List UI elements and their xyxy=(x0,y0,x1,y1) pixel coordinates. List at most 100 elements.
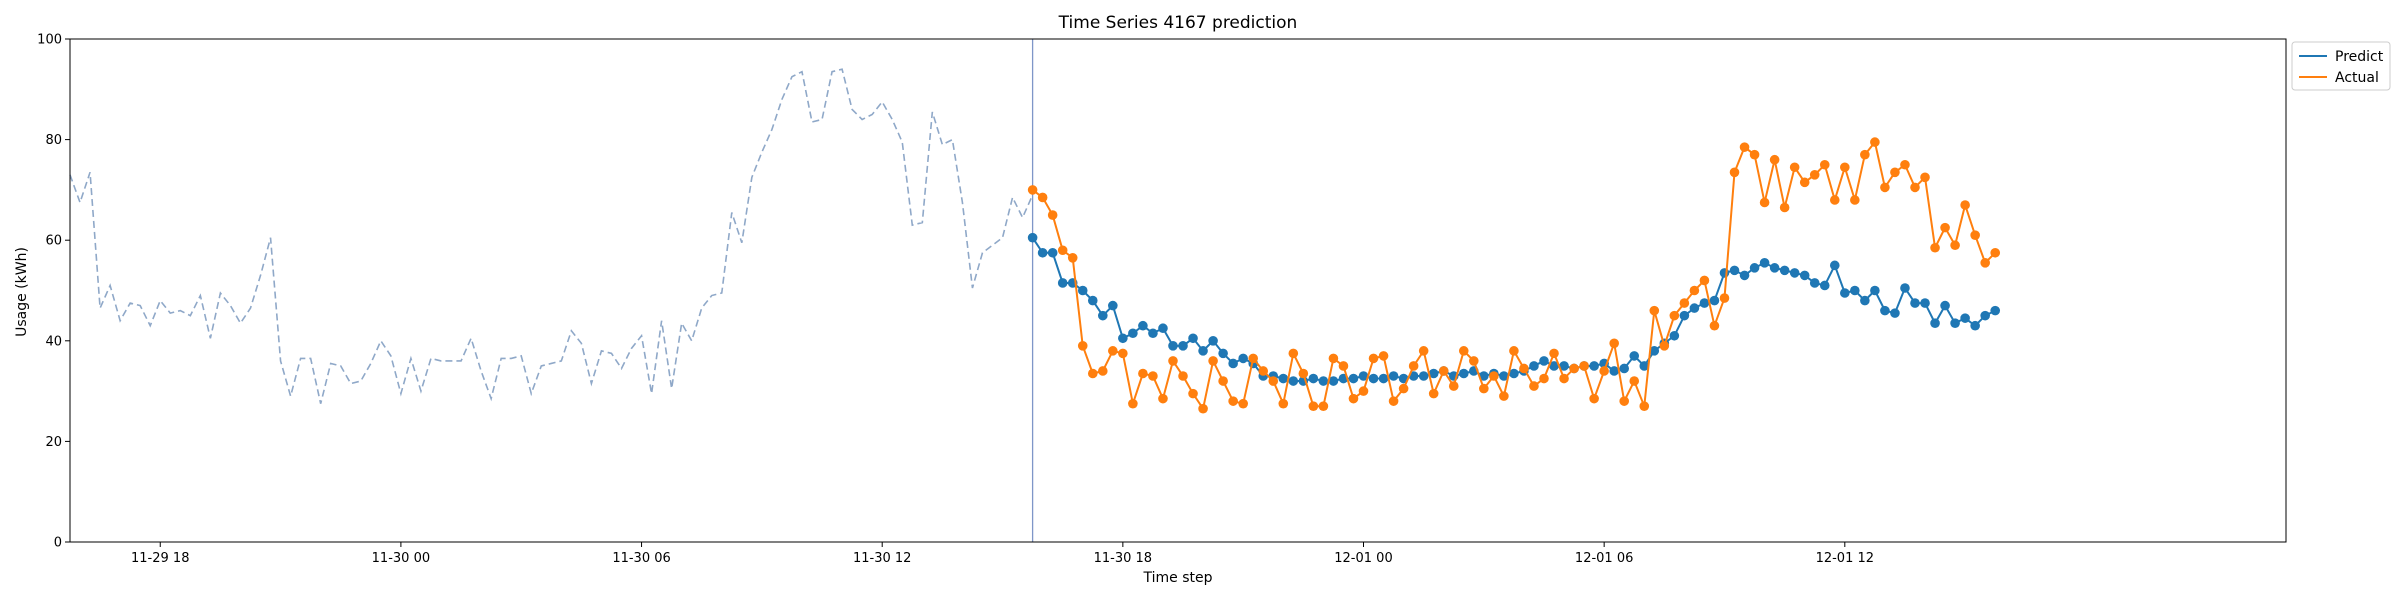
actual-point xyxy=(1278,398,1289,409)
predict-point xyxy=(1940,300,1950,311)
y-tick-label-5: 100 xyxy=(37,33,62,48)
actual-point xyxy=(1037,192,1048,203)
actual-point xyxy=(1709,320,1720,331)
actual-point xyxy=(1469,356,1479,366)
actual-series xyxy=(1027,137,2001,414)
actual-point xyxy=(1388,396,1399,406)
actual-point xyxy=(1729,167,1740,178)
actual-point xyxy=(1158,393,1168,404)
actual-point xyxy=(1649,305,1660,316)
actual-point xyxy=(1769,154,1780,165)
predict-point xyxy=(1358,371,1369,381)
axes: 0 20 40 60 80 100 11-29 18 11-30 00 11-30 06 11-3… xyxy=(37,33,1874,567)
predict-point xyxy=(1850,285,1860,296)
predict-point xyxy=(1178,341,1188,351)
actual-point xyxy=(1208,356,1218,366)
predict-point xyxy=(1499,371,1509,381)
actual-point xyxy=(1789,162,1800,173)
predict-point xyxy=(1880,305,1890,316)
actual-point xyxy=(1027,185,1038,195)
actual-point xyxy=(1348,393,1359,404)
actual-point xyxy=(1579,361,1589,371)
predict-point xyxy=(1819,280,1830,291)
predict-point xyxy=(1208,336,1218,346)
predict-point xyxy=(1198,346,1208,356)
plot-area xyxy=(69,39,2001,542)
actual-point xyxy=(1087,368,1098,379)
actual-point xyxy=(1669,310,1680,321)
predict-point xyxy=(1729,265,1740,276)
predict-point xyxy=(1418,371,1429,381)
actual-point xyxy=(1860,149,1870,160)
predict-point xyxy=(1990,305,2001,316)
predict-point xyxy=(1318,376,1329,386)
actual-point xyxy=(1378,351,1389,361)
predict-point xyxy=(1138,320,1148,331)
actual-point xyxy=(1168,356,1178,366)
predict-point xyxy=(1840,288,1850,298)
predict-point xyxy=(1709,295,1720,306)
predict-point xyxy=(1629,351,1640,361)
predict-point xyxy=(1288,376,1299,386)
actual-point xyxy=(1679,298,1690,308)
predict-point xyxy=(1870,285,1880,296)
predict-point xyxy=(1128,328,1138,339)
legend-actual-label: Actual xyxy=(2335,70,2379,86)
actual-point xyxy=(1569,363,1579,374)
history-line xyxy=(69,68,1034,404)
actual-point xyxy=(1749,149,1760,160)
predict-point xyxy=(1789,268,1800,278)
predict-point xyxy=(1348,373,1359,384)
predict-point xyxy=(1930,318,1940,328)
predict-point xyxy=(1549,361,1559,371)
actual-point xyxy=(1990,247,2001,258)
x-tick-label-2: 11-30 06 xyxy=(612,551,670,566)
predict-point xyxy=(1980,310,1990,321)
predict-point xyxy=(1378,373,1389,384)
actual-point xyxy=(1228,396,1238,406)
predict-point xyxy=(1077,285,1088,296)
predict-point xyxy=(1960,313,1970,323)
actual-point xyxy=(1148,371,1158,381)
actual-point xyxy=(1368,353,1379,364)
actual-point xyxy=(1308,401,1319,411)
actual-point xyxy=(1098,366,1108,376)
predict-point xyxy=(1047,247,1058,258)
actual-point xyxy=(1850,195,1860,205)
x-tick-label-3: 11-30 12 xyxy=(853,551,911,566)
actual-point xyxy=(1940,222,1950,233)
actual-point xyxy=(1799,177,1810,188)
actual-point xyxy=(1047,210,1058,220)
legend: Predict Actual xyxy=(2291,41,2391,91)
actual-point xyxy=(1719,293,1730,303)
predict-point xyxy=(1689,303,1700,313)
x-tick-label-5: 12-01 00 xyxy=(1334,551,1392,566)
predict-point xyxy=(1057,278,1068,288)
actual-point xyxy=(1067,253,1078,263)
predict-point xyxy=(1368,373,1379,384)
actual-point xyxy=(1759,197,1770,208)
y-tick-label-3: 60 xyxy=(45,234,62,249)
actual-point xyxy=(1499,391,1509,401)
actual-point xyxy=(1870,137,1880,147)
actual-point xyxy=(1739,142,1750,152)
actual-point xyxy=(1358,386,1369,396)
actual-point xyxy=(1248,353,1258,364)
actual-point xyxy=(1418,346,1429,356)
actual-point xyxy=(1840,162,1850,173)
actual-point xyxy=(1398,383,1409,394)
predict-point xyxy=(1168,341,1178,351)
actual-point xyxy=(1880,182,1890,193)
actual-point xyxy=(1258,366,1269,376)
actual-point xyxy=(1639,401,1650,411)
predict-point xyxy=(1479,371,1489,381)
actual-point xyxy=(1519,363,1529,374)
predict-point xyxy=(1388,371,1399,381)
actual-point xyxy=(1659,341,1670,351)
actual-point xyxy=(1298,368,1309,379)
predict-point xyxy=(1759,258,1770,268)
x-tick-label-6: 12-01 06 xyxy=(1575,551,1633,566)
predict-point xyxy=(1609,366,1619,376)
x-tick-label-0: 11-29 18 xyxy=(131,551,189,566)
